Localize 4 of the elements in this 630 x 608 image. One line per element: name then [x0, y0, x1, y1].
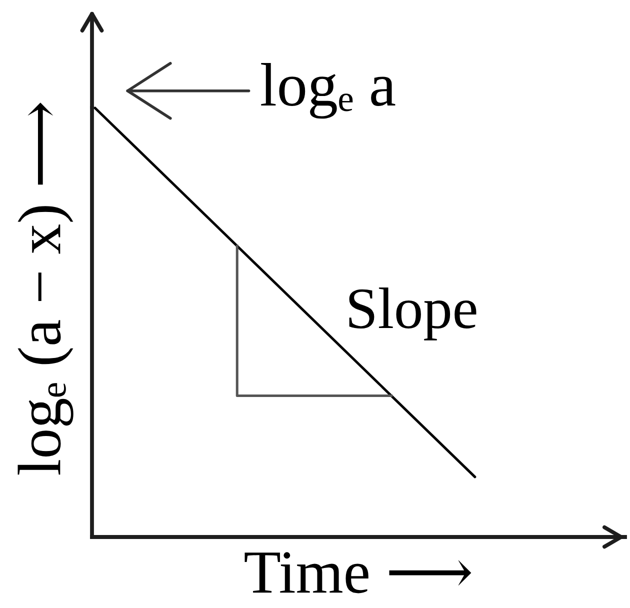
annotation: Slope — [349, 287, 476, 340]
y-axis-title: logₑ (a − x) ⟶ — [18, 102, 74, 475]
annotation: logₑ a — [261, 63, 396, 119]
x-axis-title: Time ⟶ — [244, 552, 472, 594]
